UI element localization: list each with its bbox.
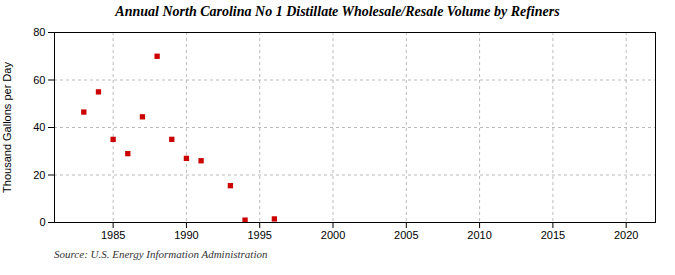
- svg-text:2020: 2020: [614, 229, 638, 241]
- svg-text:2000: 2000: [321, 229, 345, 241]
- html-text:Source: U.S. Energy Informatio: Source: U.S. Energy Information Administ…: [54, 248, 268, 260]
- svg-text:2015: 2015: [541, 229, 565, 241]
- svg-text:Thousand Gallons per Day: Thousand Gallons per Day: [1, 62, 13, 193]
- svg-text:80: 80: [33, 26, 45, 38]
- svg-text:1990: 1990: [174, 229, 198, 241]
- svg-text:20: 20: [33, 169, 45, 181]
- html-text:Annual North Carolina No 1 Dis: Annual North Carolina No 1 Distillate Wh…: [115, 4, 560, 19]
- svg-text:60: 60: [33, 74, 45, 86]
- svg-text:40: 40: [33, 121, 45, 133]
- svg-text:1985: 1985: [101, 229, 125, 241]
- svg-text:0: 0: [39, 216, 45, 228]
- svg-text:1995: 1995: [247, 229, 271, 241]
- svg-text:2010: 2010: [467, 229, 491, 241]
- svg-text:2005: 2005: [394, 229, 418, 241]
